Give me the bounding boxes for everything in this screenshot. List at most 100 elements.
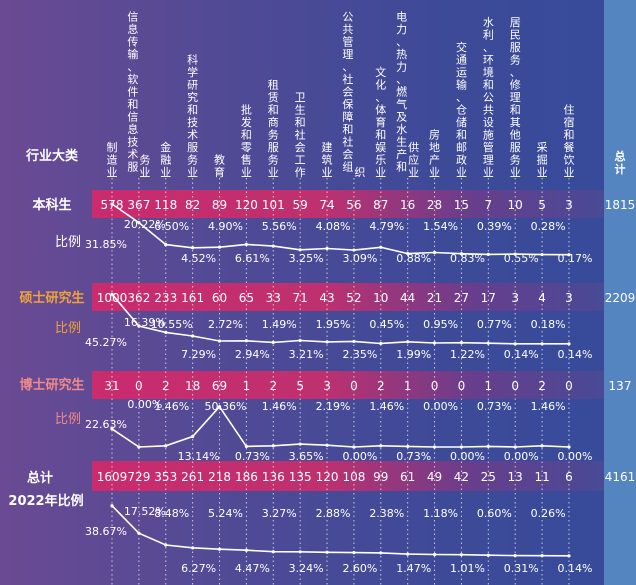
value-3-16: 11 (534, 470, 549, 484)
ratio-point-1-9 (352, 339, 356, 344)
ratio-point-2-1 (137, 445, 141, 449)
value-0-17: 3 (565, 198, 573, 212)
value-3-9: 108 (342, 470, 365, 484)
pct-label-2-3: 13.14% (178, 450, 220, 463)
category-label-8: 建筑业 (322, 140, 333, 179)
value-3-15: 13 (508, 470, 523, 484)
category-label-16: 采掘业 (537, 141, 548, 179)
value-0-11: 16 (400, 198, 415, 212)
pct-label-2-4: 50.36% (205, 400, 247, 413)
value-1-9: 52 (346, 291, 361, 305)
ratio-point-0-3 (191, 246, 195, 250)
value-2-14: 1 (484, 379, 492, 393)
value-0-9: 56 (346, 198, 361, 212)
ratio-point-2-8 (325, 443, 329, 447)
value-0-16: 5 (538, 198, 546, 212)
ratio-point-2-0 (110, 427, 114, 431)
value-3-0: 1609 (97, 470, 128, 484)
pct-label-0-5: 6.61% (235, 252, 270, 265)
value-0-8: 74 (319, 198, 334, 212)
ratio-point-3-12 (432, 552, 437, 557)
pct-label-2-17: 0.00% (557, 450, 592, 463)
pct-label-0-3: 4.52% (181, 252, 216, 265)
ratio-point-0-10 (379, 245, 383, 249)
pct-label-2-1: 0.00% (127, 398, 162, 411)
header-label: 行业大类 (25, 148, 79, 164)
value-0-13: 15 (454, 198, 469, 212)
row-total-1: 2209 (605, 291, 636, 305)
ratio-point-3-13 (459, 553, 464, 557)
value-1-16: 4 (538, 291, 546, 305)
ratio-point-1-14 (486, 341, 490, 345)
category-label-2: 金融业 (160, 140, 171, 179)
ratio-point-1-6 (271, 340, 275, 344)
pct-label-0-7: 3.25% (289, 252, 324, 265)
ratio-point-1-16 (540, 342, 544, 346)
ratio-point-3-2 (164, 543, 168, 547)
pct-label-1-14: 0.77% (477, 318, 512, 331)
ratio-point-3-10 (379, 551, 383, 555)
value-2-6: 2 (269, 379, 277, 393)
ratio-point-3-9 (352, 551, 356, 555)
value-2-5: 1 (243, 379, 251, 393)
pct-label-2-0: 22.63% (85, 418, 127, 431)
series-name-1: 硕士研究生 (19, 290, 84, 306)
category-label-14: 水利、环境和公共设施管理业 (483, 16, 494, 179)
pct-label-3-15: 0.31% (504, 562, 539, 575)
ratio-point-3-3 (191, 546, 195, 550)
category-label-9: 公共管理、社会保障和社会组 (342, 11, 353, 174)
ratio-point-3-6 (271, 550, 275, 554)
ratio-point-0-17 (567, 253, 571, 257)
ratio-point-0-5 (244, 242, 248, 247)
ratio-point-1-8 (325, 340, 329, 344)
value-3-10: 99 (373, 470, 388, 484)
category-label-12: 房地产业 (429, 129, 440, 180)
pct-label-2-10: 1.46% (369, 400, 404, 413)
ratio-point-3-16 (540, 554, 544, 558)
value-2-3: 18 (185, 379, 200, 393)
ratio-point-3-1 (137, 531, 141, 535)
pct-label-3-11: 1.47% (396, 562, 431, 575)
ratio-point-3-0 (110, 504, 114, 508)
ratio-label-0: 比例 (55, 235, 81, 250)
series-name-0: 本科生 (32, 197, 71, 213)
value-1-5: 65 (239, 291, 254, 305)
value-0-15: 10 (508, 198, 523, 212)
pct-label-1-12: 0.95% (423, 318, 458, 331)
pct-label-3-3: 6.27% (181, 562, 216, 575)
value-2-7: 5 (296, 379, 304, 393)
pct-label-0-2: 6.50% (154, 220, 189, 233)
category-label-13: 交通运输、仓储和邮政业 (456, 40, 467, 179)
ratio-point-1-2 (164, 330, 168, 334)
right-accent-strip (604, 0, 636, 585)
value-1-15: 3 (511, 291, 519, 305)
pct-label-0-6: 5.56% (262, 220, 297, 233)
ratio-point-1-10 (379, 341, 383, 346)
pct-label-2-14: 0.73% (477, 400, 512, 413)
value-1-8: 43 (319, 291, 334, 305)
pct-label-0-10: 4.79% (369, 220, 404, 233)
pct-label-3-1: 17.52% (124, 505, 166, 518)
value-1-7: 71 (293, 291, 308, 305)
pct-label-0-11: 0.88% (396, 252, 431, 265)
pct-label-3-0: 38.67% (85, 525, 127, 538)
ratio-point-2-14 (486, 444, 490, 449)
pct-label-2-9: 0.00% (342, 450, 377, 463)
pct-label-1-6: 1.49% (262, 318, 297, 331)
ratio-line-1 (111, 293, 569, 345)
ratio-point-1-11 (406, 340, 410, 344)
value-3-13: 42 (454, 470, 469, 484)
series-name-2: 博士研究生 (19, 377, 84, 393)
value-3-8: 120 (316, 470, 339, 484)
pct-label-2-12: 0.00% (423, 400, 458, 413)
ratio-point-1-17 (567, 342, 571, 346)
pct-label-1-0: 45.27% (85, 336, 127, 349)
ratio-point-1-5 (244, 339, 248, 343)
pct-label-1-16: 0.18% (531, 318, 566, 331)
ratio-point-2-13 (459, 445, 464, 449)
ratio-point-2-6 (271, 444, 275, 448)
ratio-point-0-8 (325, 246, 329, 251)
ratio-point-0-0 (110, 202, 114, 206)
pct-label-2-16: 1.46% (531, 400, 566, 413)
pct-label-2-13: 0.00% (450, 450, 485, 463)
